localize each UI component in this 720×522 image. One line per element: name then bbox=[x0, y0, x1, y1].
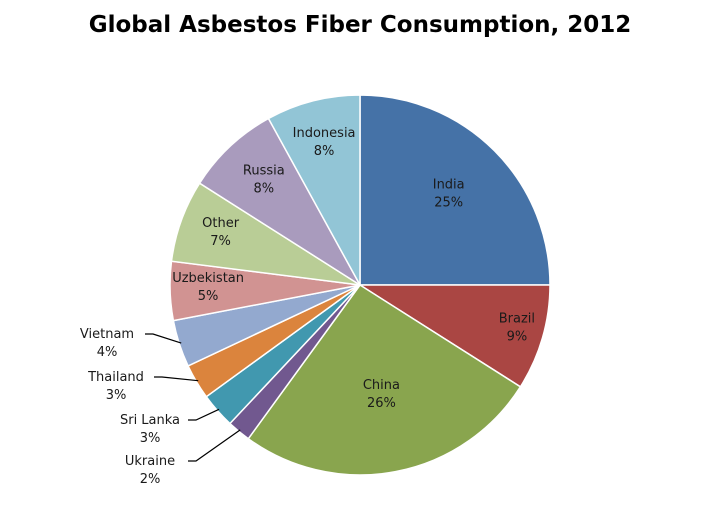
pie-slice-brazil bbox=[357, 284, 551, 388]
slice-value-vietnam: 4% bbox=[97, 345, 118, 360]
slice-value-china: 26% bbox=[367, 396, 396, 411]
slice-name-sri-lanka: Sri Lanka bbox=[120, 413, 180, 428]
slice-name-brazil: Brazil bbox=[499, 312, 535, 327]
slice-name-other: Other bbox=[202, 216, 240, 231]
slice-name-vietnam: Vietnam bbox=[80, 327, 134, 342]
pie-slice-india bbox=[359, 94, 551, 286]
pie-slice-indonesia bbox=[267, 94, 361, 286]
slice-name-ukraine: Ukraine bbox=[125, 454, 175, 469]
slice-value-indonesia: 8% bbox=[314, 144, 335, 159]
slice-value-ukraine: 2% bbox=[140, 472, 161, 487]
pie-slice-russia bbox=[198, 117, 361, 286]
slice-name-china: China bbox=[363, 378, 400, 393]
slice-name-russia: Russia bbox=[243, 164, 285, 179]
slice-value-sri-lanka: 3% bbox=[140, 431, 161, 446]
leader-line-sri-lanka bbox=[188, 408, 220, 421]
slice-value-brazil: 9% bbox=[507, 330, 528, 345]
slice-value-india: 25% bbox=[434, 195, 463, 210]
leader-line-thailand bbox=[154, 376, 199, 382]
slice-name-uzbekistan: Uzbekistan bbox=[172, 271, 244, 286]
slice-value-other: 7% bbox=[210, 234, 231, 249]
leader-line-ukraine bbox=[188, 429, 241, 462]
slice-value-russia: 8% bbox=[253, 182, 274, 197]
slice-value-uzbekistan: 5% bbox=[198, 289, 219, 304]
chart-title: Global Asbestos Fiber Consumption, 2012 bbox=[88, 12, 632, 38]
slice-value-thailand: 3% bbox=[106, 388, 127, 403]
leader-line-vietnam bbox=[145, 333, 182, 344]
slice-name-thailand: Thailand bbox=[87, 370, 144, 385]
pie-slice-china bbox=[247, 283, 522, 476]
slice-name-indonesia: Indonesia bbox=[293, 126, 356, 141]
slice-name-india: India bbox=[433, 177, 465, 192]
